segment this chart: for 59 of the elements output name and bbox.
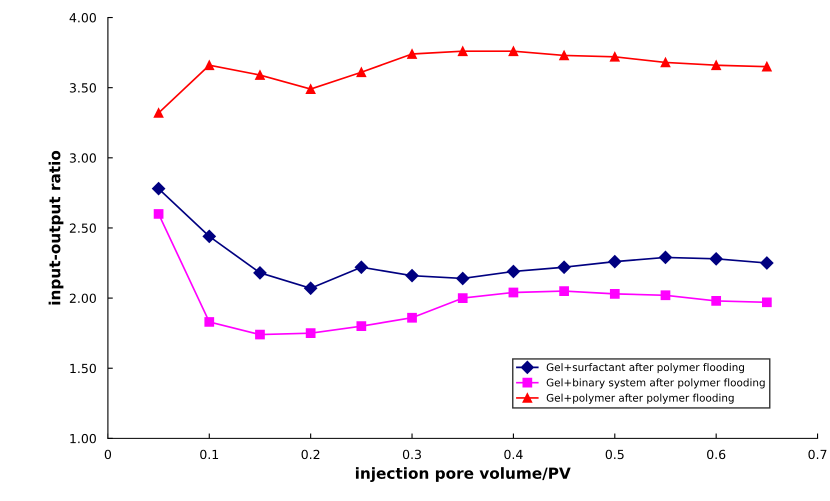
x-tick-label: 0	[104, 450, 112, 460]
y-tick-label: 2.50	[70, 223, 96, 233]
legend-label: Gel+polymer after polymer flooding	[546, 394, 734, 404]
point	[154, 108, 164, 118]
point	[407, 312, 417, 323]
point	[506, 264, 520, 278]
point	[458, 293, 468, 303]
point	[255, 330, 265, 340]
point	[762, 62, 772, 72]
point	[559, 286, 569, 296]
point	[508, 46, 518, 56]
point	[354, 260, 368, 274]
point	[660, 290, 670, 300]
legend-label: Gel+surfactant after polymer flooding	[546, 363, 744, 374]
point	[760, 256, 774, 270]
y-tick-label: 1.50	[70, 364, 96, 374]
point	[152, 182, 166, 196]
y-tick-label: 4.00	[70, 13, 96, 22]
point	[456, 272, 470, 286]
point	[711, 296, 722, 306]
point	[154, 209, 164, 219]
point	[610, 289, 620, 299]
x-tick-label: 0.4	[504, 450, 523, 460]
point	[204, 317, 214, 327]
point	[608, 255, 622, 268]
point	[660, 58, 670, 68]
y-tick-label: 3.00	[70, 153, 96, 163]
point	[559, 50, 569, 60]
point	[558, 260, 571, 274]
y-tick-label: 1.00	[70, 434, 96, 444]
x-tick-label: 0.3	[402, 450, 421, 460]
point	[356, 67, 366, 78]
point	[458, 46, 468, 56]
x-tick-label: 0.2	[302, 450, 320, 460]
y-tick-label: 2.00	[70, 294, 96, 304]
x-tick-label: 0.6	[707, 450, 726, 460]
point	[356, 321, 366, 332]
x-axis-title: injection pore volume/PV	[356, 467, 571, 482]
y-axis-title: input-output ratio	[48, 150, 64, 304]
point	[658, 250, 672, 264]
point	[407, 49, 417, 59]
point	[253, 266, 267, 280]
point	[508, 288, 518, 298]
point	[304, 282, 318, 295]
y-tick-label: 3.50	[70, 83, 96, 93]
point	[255, 70, 265, 80]
point	[306, 84, 316, 94]
point	[202, 230, 216, 243]
x-tick-label: 0.5	[606, 450, 624, 460]
point	[710, 252, 723, 266]
x-tick-label: 0.1	[200, 450, 218, 460]
point	[306, 328, 316, 338]
point	[204, 60, 214, 70]
point	[610, 52, 620, 62]
legend-label: Gel+binary system after polymer flooding	[546, 378, 765, 388]
point	[711, 60, 722, 70]
x-tick-label: 0.7	[808, 450, 826, 460]
point	[405, 269, 419, 282]
point	[762, 297, 772, 308]
